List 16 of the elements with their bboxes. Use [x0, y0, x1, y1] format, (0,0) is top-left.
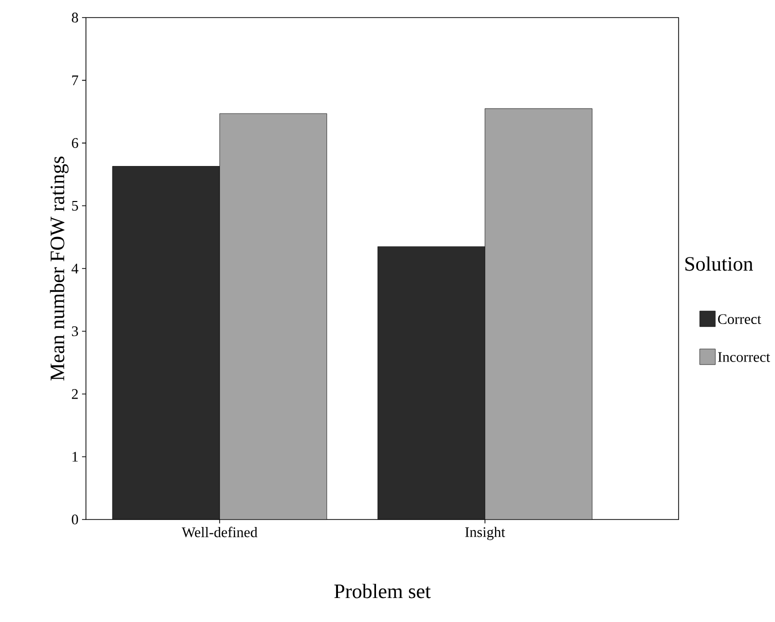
y-tick-label: 3	[72, 326, 78, 336]
y-tick-label: 1	[72, 452, 78, 462]
y-tick-label: 5	[72, 200, 78, 211]
legend-title: Solution	[685, 256, 753, 271]
y-tick-label: 0	[72, 514, 78, 524]
legend-label: Incorrect	[718, 352, 770, 362]
y-axis-title: Mean number FOW ratings	[50, 156, 69, 381]
y-tick-label: 8	[72, 12, 78, 22]
x-tick-label: Well-defined	[182, 526, 258, 538]
x-axis-title: Problem set	[334, 584, 431, 598]
x-tick-label: Insight	[465, 526, 506, 540]
y-tick-label: 6	[72, 138, 78, 148]
y-tick-label: 4	[72, 264, 78, 274]
legend-label: Correct	[718, 314, 762, 324]
y-tick-label: 7	[72, 76, 78, 86]
y-tick-label: 2	[72, 389, 78, 399]
